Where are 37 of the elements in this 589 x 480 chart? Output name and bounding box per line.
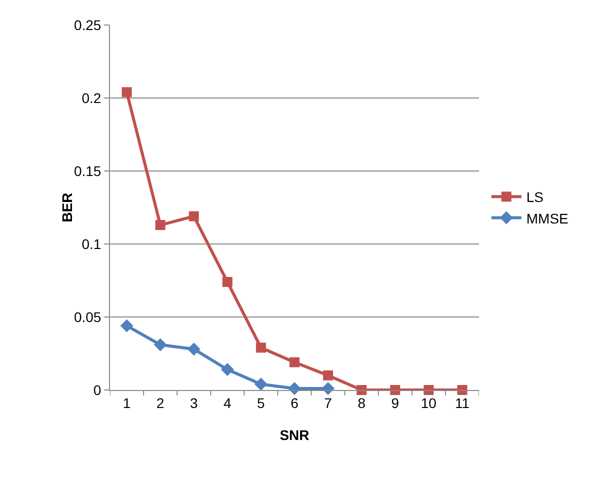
point bbox=[155, 220, 166, 230]
point bbox=[424, 385, 434, 395]
y-tick-label: 0 bbox=[93, 382, 102, 398]
x-tick-label: 3 bbox=[190, 394, 198, 411]
x-tick-label: 7 bbox=[324, 394, 332, 411]
point bbox=[188, 211, 199, 222]
y-tick-label: 0.1 bbox=[82, 236, 102, 252]
legend-label: LS bbox=[526, 189, 544, 206]
y-tick-label: 0.25 bbox=[74, 16, 102, 33]
x-tick-label: 10 bbox=[420, 394, 437, 411]
point bbox=[254, 378, 268, 391]
x-tick-label: 4 bbox=[224, 394, 232, 411]
point bbox=[290, 357, 300, 368]
point bbox=[222, 276, 232, 287]
point bbox=[220, 363, 234, 376]
point bbox=[187, 342, 200, 356]
point bbox=[122, 87, 132, 98]
x-tick-label: 11 bbox=[454, 394, 470, 411]
y-tick-label: 0.15 bbox=[74, 162, 102, 179]
legend-label: MMSE bbox=[526, 210, 568, 226]
x-tick-label: 6 bbox=[290, 394, 299, 411]
x-tick-label: 1 bbox=[122, 394, 131, 411]
point bbox=[457, 385, 468, 395]
y-tick-label: 0.2 bbox=[82, 90, 102, 106]
point bbox=[154, 338, 167, 352]
x-tick-label: 8 bbox=[358, 394, 366, 411]
x-axis-title: SNR bbox=[280, 427, 310, 444]
point bbox=[256, 342, 266, 353]
point bbox=[323, 370, 334, 380]
point bbox=[356, 385, 367, 395]
y-axis-title: BER bbox=[59, 192, 75, 222]
point bbox=[390, 385, 400, 395]
y-tick-label: 0.05 bbox=[74, 308, 102, 325]
x-tick-label: 9 bbox=[391, 394, 400, 411]
x-tick-label: 2 bbox=[156, 394, 164, 411]
point bbox=[120, 319, 134, 332]
x-tick-label: 5 bbox=[257, 394, 266, 411]
